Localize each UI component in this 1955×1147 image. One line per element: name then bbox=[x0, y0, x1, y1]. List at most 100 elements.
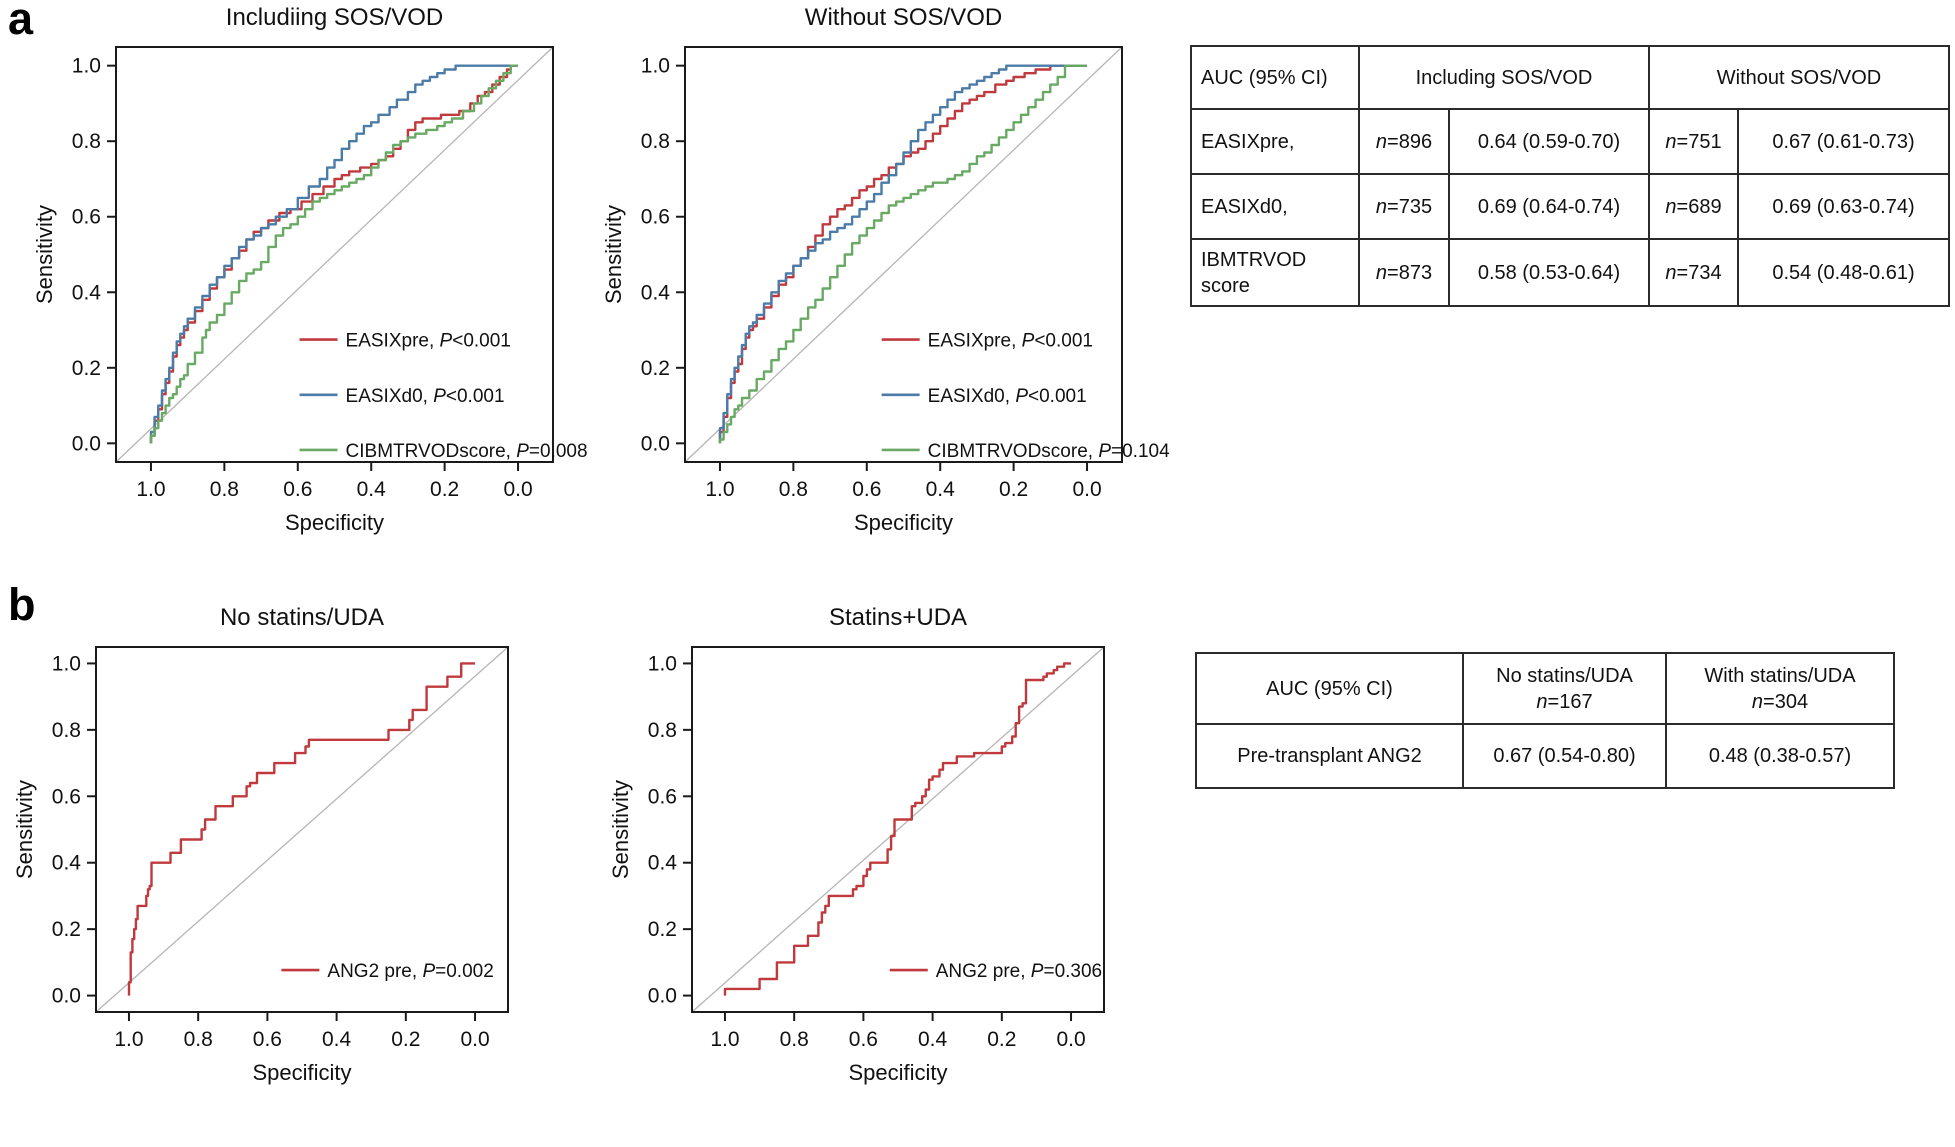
n-value: =734 bbox=[1676, 261, 1722, 284]
y-tick-label: 0.6 bbox=[52, 785, 81, 808]
table-a-group-without-cell: Without SOS/VOD bbox=[1648, 45, 1950, 110]
auc-value-cell: 0.67 (0.61-0.73) bbox=[1737, 108, 1950, 175]
x-tick-label: 0.0 bbox=[1056, 1028, 1085, 1051]
roc-chart-statins-uda: Statins+UDA 1.0 0.8 0.6 0.4 0.2 0.0 0.0 0.2 0.4 0… bbox=[604, 600, 1124, 1100]
roc-curve-easixpre bbox=[718, 64, 1087, 444]
y-tick-label: 0.2 bbox=[641, 357, 670, 380]
n-symbol: n bbox=[1375, 195, 1388, 218]
n-value: =751 bbox=[1676, 130, 1722, 153]
y-tick-label: 0.4 bbox=[641, 281, 671, 304]
legend-label: EASIXd0, P<0.001 bbox=[928, 386, 1087, 407]
x-tick-label: 0.6 bbox=[283, 478, 312, 501]
x-tick-label: 0.6 bbox=[253, 1028, 282, 1051]
roc-plot-svg: 1.0 0.8 0.6 0.4 0.2 0.0 0.0 0.2 0.4 0.6 0.8 1.0 Spec… bbox=[601, 46, 1170, 535]
table-b-with-statins-header-cell: With statins/UDA n=304 bbox=[1665, 652, 1895, 725]
y-axis-label: Sensitivity bbox=[608, 780, 633, 879]
x-tick-label: 1.0 bbox=[114, 1028, 143, 1051]
panel-a-label: a bbox=[8, 0, 34, 44]
y-tick-label: 0.6 bbox=[72, 206, 101, 229]
y-tick-label: 0.0 bbox=[72, 432, 101, 455]
y-tick-label: 0.6 bbox=[641, 206, 670, 229]
y-tick-label: 0.6 bbox=[648, 785, 677, 808]
y-tick-label: 1.0 bbox=[641, 55, 670, 78]
auc-table-panel-a: AUC (95% CI) Including SOS/VOD Without S… bbox=[1190, 45, 1950, 307]
x-tick-label: 0.8 bbox=[779, 478, 808, 501]
legend-label: EASIXpre, P<0.001 bbox=[928, 331, 1093, 352]
x-tick-label: 0.0 bbox=[503, 478, 532, 501]
x-tick-label: 0.2 bbox=[999, 478, 1028, 501]
chance-diagonal-line bbox=[691, 646, 1105, 1013]
chart-title: No statins/UDA bbox=[219, 604, 385, 631]
n-cell: n=873 bbox=[1358, 238, 1450, 307]
n-symbol: n bbox=[1536, 690, 1548, 713]
table-row: EASIXd0, n=735 0.69 (0.64-0.74) n=689 0.… bbox=[1190, 173, 1950, 240]
auc-value-cell: 0.69 (0.63-0.74) bbox=[1737, 173, 1950, 240]
n-value: =304 bbox=[1763, 690, 1809, 713]
row-label-cell: Pre-transplant ANG2 bbox=[1195, 723, 1464, 789]
n-value: =689 bbox=[1676, 195, 1722, 218]
n-symbol: n bbox=[1375, 261, 1388, 284]
x-axis-label: Specificity bbox=[252, 1060, 351, 1085]
n-cell: n=734 bbox=[1648, 238, 1739, 307]
y-tick-label: 0.4 bbox=[72, 281, 102, 304]
x-tick-label: 0.4 bbox=[918, 1028, 948, 1051]
plot-box bbox=[684, 46, 1123, 463]
legend-label: CIBMTRVODscore, P=0.008 bbox=[346, 441, 588, 462]
x-tick-label: 0.8 bbox=[210, 478, 239, 501]
y-tick-label: 0.8 bbox=[641, 130, 670, 153]
x-axis-label: Specificity bbox=[285, 510, 384, 535]
x-tick-label: 1.0 bbox=[710, 1028, 739, 1051]
x-axis-label: Specificity bbox=[848, 1060, 947, 1085]
n-symbol: n bbox=[1375, 130, 1388, 153]
y-tick-label: 1.0 bbox=[72, 55, 101, 78]
chart-title: Statins+UDA bbox=[828, 604, 968, 631]
auc-value-cell: 0.54 (0.48-0.61) bbox=[1737, 238, 1950, 307]
auc-value-cell: 0.69 (0.64-0.74) bbox=[1448, 173, 1650, 240]
n-cell: n=751 bbox=[1648, 108, 1739, 175]
x-tick-label: 0.2 bbox=[391, 1028, 420, 1051]
y-tick-label: 0.2 bbox=[72, 357, 101, 380]
n-cell: n=896 bbox=[1358, 108, 1450, 175]
y-tick-label: 0.8 bbox=[648, 719, 677, 742]
auc-value-cell: 0.58 (0.53-0.64) bbox=[1448, 238, 1650, 307]
n-symbol: n bbox=[1751, 690, 1764, 713]
chance-diagonal-line bbox=[115, 46, 554, 463]
y-axis-label: Sensitivity bbox=[12, 780, 37, 879]
y-tick-label: 0.4 bbox=[52, 852, 82, 875]
y-tick-label: 0.0 bbox=[641, 432, 670, 455]
roc-chart-no-statins-uda: No statins/UDA 1.0 0.8 0.6 0.4 0.2 0.0 0.0 0.2 0… bbox=[8, 600, 528, 1100]
legend-label: EASIXd0, P<0.001 bbox=[346, 386, 505, 407]
roc-plot-svg: 1.0 0.8 0.6 0.4 0.2 0.0 0.0 0.2 0.4 0.6 0.8 1.0 Spec… bbox=[608, 646, 1105, 1085]
group-title: No statins/UDA bbox=[1496, 664, 1633, 687]
roc-chart-without-sos-vod: Without SOS/VOD 1.0 0.8 0.6 0.4 0.2 0.0 0.0 0.2… bbox=[597, 0, 1170, 550]
chart-title: Includiing SOS/VOD bbox=[225, 4, 444, 31]
x-tick-label: 0.2 bbox=[430, 478, 459, 501]
y-tick-label: 0.8 bbox=[52, 719, 81, 742]
roc-curve-ang2pre bbox=[723, 662, 1071, 996]
table-a-group-including-cell: Including SOS/VOD bbox=[1358, 45, 1650, 110]
panel-b-label: b bbox=[8, 579, 36, 630]
x-tick-label: 0.6 bbox=[849, 1028, 878, 1051]
table-a-corner-cell: AUC (95% CI) bbox=[1190, 45, 1360, 110]
table-a-header-row: AUC (95% CI) Including SOS/VOD Without S… bbox=[1190, 45, 1950, 110]
auc-value-cell: 0.64 (0.59-0.70) bbox=[1448, 108, 1650, 175]
x-tick-label: 0.8 bbox=[184, 1028, 213, 1051]
chance-diagonal-line bbox=[95, 646, 509, 1013]
n-cell: n=689 bbox=[1648, 173, 1739, 240]
n-symbol: n bbox=[1665, 130, 1677, 153]
y-tick-label: 1.0 bbox=[648, 652, 677, 675]
roc-plot-svg: 1.0 0.8 0.6 0.4 0.2 0.0 0.0 0.2 0.4 0.6 0.8 1.0 Spec… bbox=[12, 646, 509, 1085]
n-value: =735 bbox=[1387, 195, 1433, 218]
x-axis-label: Specificity bbox=[854, 510, 953, 535]
y-axis-label: Sensitivity bbox=[32, 205, 57, 304]
roc-curve-cibmtrvodscore bbox=[149, 64, 518, 444]
n-value: =896 bbox=[1387, 130, 1433, 153]
x-tick-label: 1.0 bbox=[705, 478, 734, 501]
n-value: =873 bbox=[1387, 261, 1433, 284]
x-tick-label: 0.6 bbox=[852, 478, 881, 501]
roc-curve-easixd0 bbox=[718, 64, 1087, 444]
table-row: IBMTRVOD score n=873 0.58 (0.53-0.64) n=… bbox=[1190, 238, 1950, 307]
roc-plot-svg: 1.0 0.8 0.6 0.4 0.2 0.0 0.0 0.2 0.4 0.6 0.8 1.0 Spec… bbox=[32, 46, 588, 535]
n-value: =167 bbox=[1547, 690, 1593, 713]
